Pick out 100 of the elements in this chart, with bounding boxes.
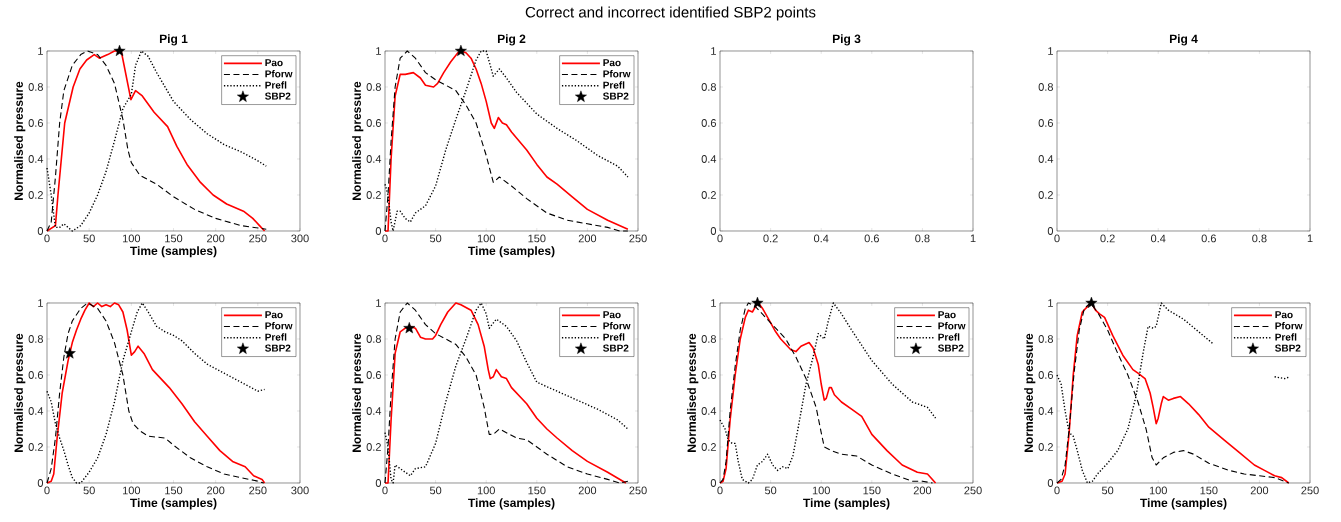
- legend-label: Pao: [938, 311, 956, 319]
- x-tick-label: 100: [477, 486, 495, 495]
- x-tick-label: 0: [1054, 486, 1060, 495]
- y-tick-label: 1: [1048, 47, 1053, 55]
- x-tick-label: 0.6: [864, 234, 879, 243]
- y-tick-label: 0.4: [701, 155, 717, 163]
- x-tick-label: 300: [291, 486, 309, 495]
- y-tick-label: 0.8: [28, 335, 43, 343]
- x-tick-label: 0: [44, 486, 50, 495]
- x-tick-label: 150: [528, 486, 546, 495]
- x-tick-label: 200: [1250, 486, 1269, 495]
- x-tick-label: 50: [429, 486, 442, 495]
- x-tick-label: 0.2: [1100, 234, 1115, 243]
- legend-label: Pforw: [265, 322, 293, 330]
- y-tick-label: 0.6: [28, 371, 43, 379]
- legend-label: Pforw: [265, 70, 293, 78]
- x-tick-label: 300: [291, 234, 309, 243]
- legend-label: SBP2: [265, 92, 291, 100]
- x-tick-label: 50: [83, 234, 95, 243]
- legend-label: SBP2: [265, 344, 291, 352]
- legend-label: Pao: [603, 59, 621, 67]
- x-tick-label: 200: [578, 486, 597, 495]
- y-tick-label: 0.8: [1038, 335, 1053, 343]
- x-tick-label: 250: [629, 234, 647, 243]
- x-tick-label: 0.2: [763, 234, 778, 243]
- text: Correct and incorrect identified SBP2 points: [525, 6, 816, 21]
- y-axis-title: Normalised pressure: [352, 333, 364, 452]
- legend-label: Prefl: [265, 81, 287, 89]
- y-tick-label: 0: [710, 227, 717, 235]
- x-tick-label: 0: [1054, 234, 1060, 243]
- y-tick-label: 0.4: [366, 155, 382, 163]
- y-tick-label: 0: [37, 479, 44, 487]
- x-tick-label: 250: [629, 486, 647, 495]
- y-axis-title: Normalised pressure: [352, 81, 364, 200]
- y-tick-label: 0.6: [366, 371, 381, 379]
- chart-title: Pig 2: [497, 34, 526, 46]
- y-tick-label: 0.4: [1038, 407, 1054, 415]
- y-tick-label: 0.2: [28, 191, 43, 199]
- x-axis-title: Time (samples): [468, 498, 555, 510]
- legend-label: Prefl: [265, 333, 287, 341]
- y-tick-label: 0: [710, 479, 717, 487]
- x-tick-label: 200: [913, 486, 932, 495]
- x-axis-title: Time (samples): [468, 246, 555, 258]
- y-axis-title: Normalised pressure: [687, 333, 699, 452]
- x-tick-label: 50: [429, 234, 442, 243]
- x-tick-label: 150: [165, 486, 183, 495]
- legend-label: Pao: [265, 311, 283, 319]
- x-axis-title: Time (samples): [130, 498, 217, 510]
- y-tick-label: 0.8: [701, 335, 716, 343]
- y-axis-title: Normalised pressure: [14, 333, 26, 452]
- x-tick-label: 0: [717, 234, 723, 243]
- legend-label: Pao: [603, 311, 621, 319]
- y-tick-label: 0.8: [366, 335, 381, 343]
- x-tick-label: 250: [964, 486, 982, 495]
- y-tick-label: 0.6: [28, 119, 43, 127]
- y-tick-label: 1: [376, 47, 381, 55]
- x-tick-label: 100: [477, 234, 495, 243]
- y-tick-label: 0.2: [701, 443, 716, 451]
- x-tick-label: 100: [122, 234, 141, 243]
- legend-label: Prefl: [1275, 333, 1297, 341]
- y-tick-label: 1: [376, 299, 381, 307]
- y-tick-label: 0.2: [366, 191, 381, 199]
- x-tick-label: 150: [165, 234, 183, 243]
- y-tick-label: 0.6: [701, 119, 716, 127]
- x-tick-label: 0.4: [1150, 234, 1166, 243]
- x-tick-label: 150: [863, 486, 881, 495]
- y-tick-label: 0.8: [1038, 83, 1053, 91]
- legend-label: Pao: [265, 59, 283, 67]
- legend-label: SBP2: [603, 92, 629, 100]
- x-tick-label: 0: [382, 486, 388, 495]
- y-tick-label: 0.4: [1038, 155, 1054, 163]
- y-tick-label: 1: [711, 47, 716, 55]
- y-tick-label: 0: [37, 227, 44, 235]
- y-tick-label: 0.4: [28, 155, 44, 163]
- legend-label: Prefl: [603, 333, 625, 341]
- x-tick-label: 50: [764, 486, 777, 495]
- y-tick-label: 0.2: [701, 191, 716, 199]
- y-tick-label: 0.2: [1038, 191, 1053, 199]
- y-tick-label: 0.8: [28, 83, 43, 91]
- y-tick-label: 1: [38, 47, 43, 55]
- legend-label: Prefl: [603, 81, 625, 89]
- y-tick-label: 1: [1048, 299, 1053, 307]
- chart-title: Pig 4: [1169, 34, 1198, 46]
- y-tick-label: 0: [375, 479, 382, 487]
- y-tick-label: 0.4: [701, 407, 717, 415]
- chart-title: Pig 3: [832, 34, 861, 46]
- y-tick-label: 1: [38, 299, 43, 307]
- y-axis-title: Normalised pressure: [14, 81, 26, 200]
- legend-label: SBP2: [938, 344, 964, 352]
- x-tick-label: 1: [970, 234, 976, 243]
- legend-label: Pforw: [1275, 322, 1303, 330]
- x-tick-label: 150: [1200, 486, 1218, 495]
- y-tick-label: 0: [1047, 479, 1054, 487]
- x-tick-label: 50: [1101, 486, 1114, 495]
- y-tick-label: 0.6: [701, 371, 716, 379]
- legend-label: Prefl: [938, 333, 960, 341]
- x-tick-label: 0: [717, 486, 723, 495]
- legend-label: Pforw: [603, 322, 631, 330]
- y-tick-label: 0.6: [1038, 119, 1053, 127]
- x-axis-title: Time (samples): [1140, 498, 1227, 510]
